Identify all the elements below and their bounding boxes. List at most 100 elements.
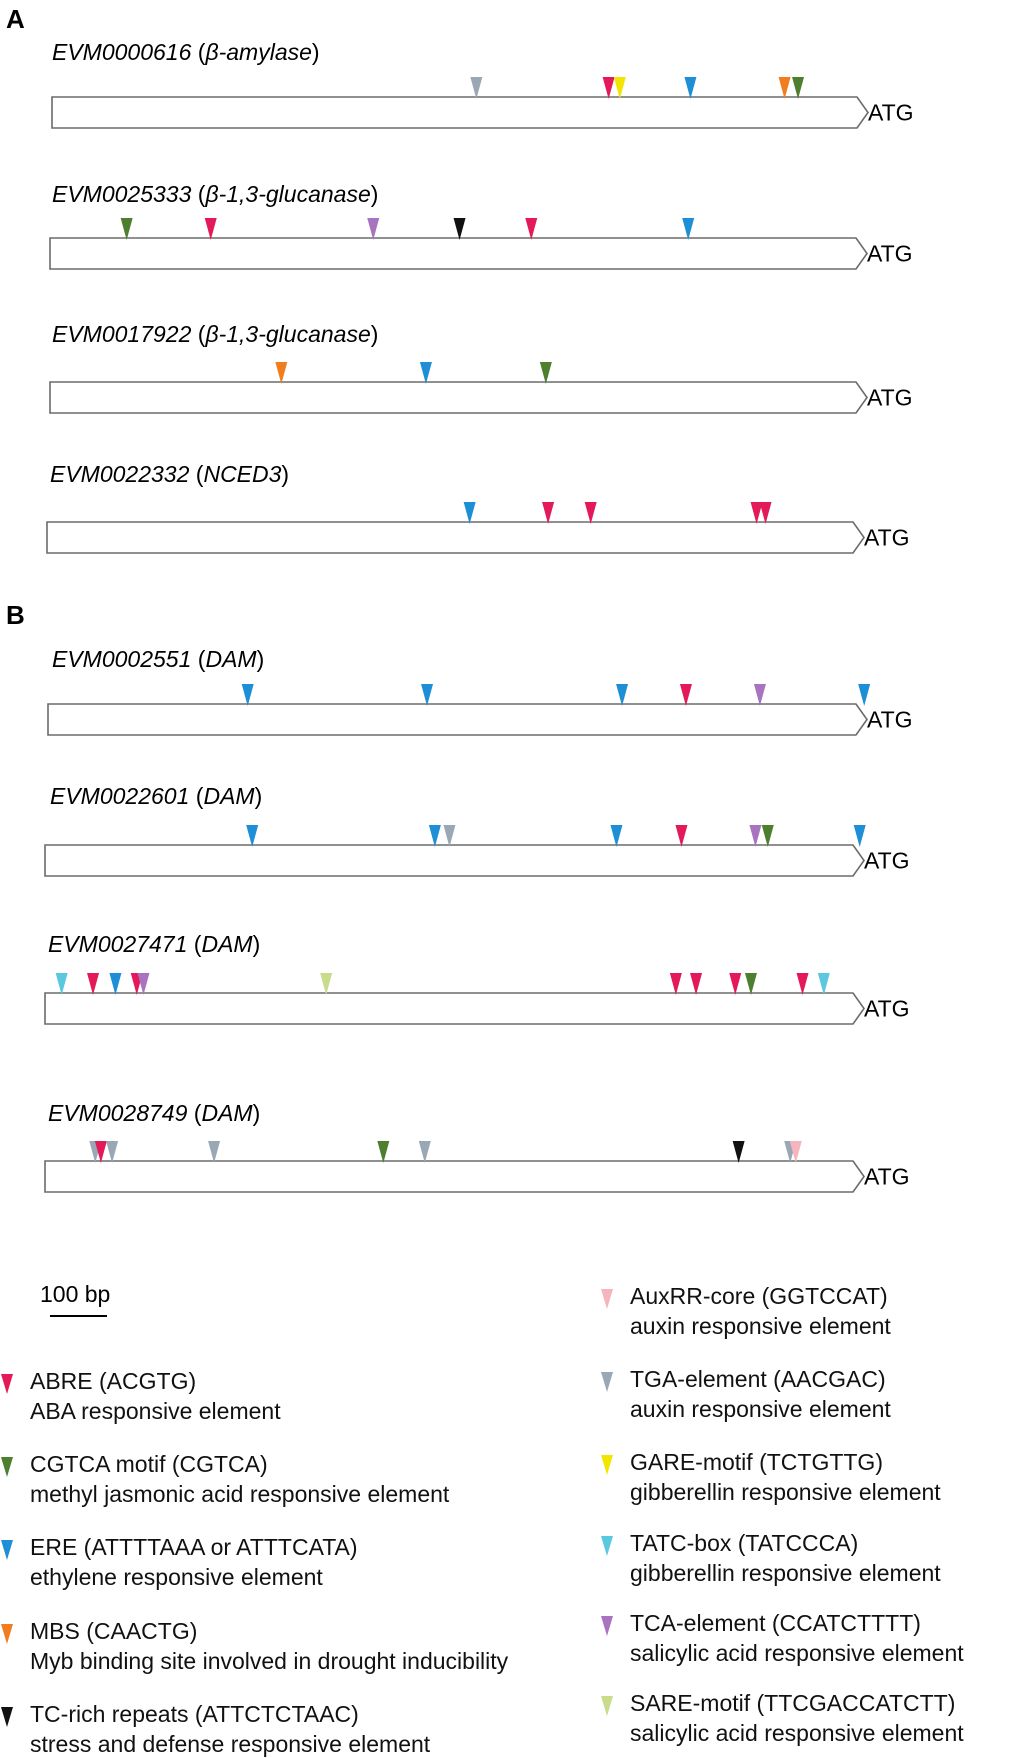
legend-element-name: SARE-motif (TTCGACCATCTT): [630, 1690, 956, 1716]
marker-cgtca: [377, 1141, 390, 1163]
legend-element-name: TATC-box (TATCCCA): [630, 1530, 859, 1556]
gene-track-EVM0002551: EVM0002551 (DAM) ATG: [47, 646, 913, 736]
marker-mbs: [778, 77, 791, 99]
marker-abre: [796, 973, 809, 995]
legend-marker-icon: [601, 1696, 613, 1716]
gene-title: EVM0017922 (β-1,3-glucanase): [52, 321, 378, 347]
gene-title: EVM0022332 (NCED3): [50, 461, 289, 487]
marker-ere: [682, 218, 695, 240]
atg-label: ATG: [867, 707, 913, 733]
gene-paren-close: ): [371, 181, 379, 207]
marker-ere: [684, 77, 697, 99]
gene-id: EVM0028749: [48, 1100, 188, 1126]
marker-ere: [858, 684, 871, 706]
scale-bar: 100 bp: [40, 1281, 110, 1317]
atg-label: ATG: [864, 1164, 910, 1190]
gene-title: EVM0028749 (DAM): [48, 1100, 260, 1126]
marker-abre: [204, 218, 217, 240]
legend-element-description: methyl jasmonic acid responsive element: [30, 1481, 450, 1507]
legend-marker-icon: [601, 1455, 613, 1475]
gene-title: EVM0000616 (β-amylase): [52, 39, 320, 65]
gene-paren-open: (: [191, 39, 205, 65]
marker-ere: [428, 825, 441, 847]
promoter-arrow: [51, 96, 869, 129]
legend-marker-icon: [1, 1624, 13, 1644]
marker-tatc: [817, 973, 830, 995]
panel-label-a: A: [6, 4, 25, 34]
marker-tc: [453, 218, 466, 240]
marker-ere: [610, 825, 623, 847]
promoter-arrow: [47, 703, 868, 736]
marker-abre: [690, 973, 703, 995]
gene-paren-open: (: [191, 181, 205, 207]
marker-tga: [106, 1141, 119, 1163]
legend-marker-icon: [1, 1707, 13, 1727]
marker-abre: [94, 1141, 107, 1163]
promoter-arrow: [44, 844, 865, 877]
marker-abre: [759, 502, 772, 524]
gene-paren-close: ): [312, 39, 320, 65]
gene-title: EVM0022601 (DAM): [50, 783, 262, 809]
gene-paren-close: ): [281, 461, 289, 487]
gene-paren-open: (: [187, 1100, 201, 1126]
marker-tc: [732, 1141, 745, 1163]
legend-element-name: MBS (CAACTG): [30, 1618, 198, 1644]
marker-gare: [613, 77, 626, 99]
marker-mbs: [275, 362, 288, 384]
promoter-arrow: [44, 1160, 865, 1193]
gene-paren-open: (: [191, 646, 205, 672]
gene-paren-open: (: [187, 931, 201, 957]
legend-element-name: AuxRR-core (GGTCCAT): [630, 1283, 888, 1309]
marker-abre: [750, 502, 763, 524]
marker-sare: [320, 973, 333, 995]
gene-paren-close: ): [255, 783, 263, 809]
marker-ere: [853, 825, 866, 847]
gene-title: EVM0002551 (DAM): [52, 646, 264, 672]
gene-track-EVM0022601: EVM0022601 (DAM) ATG: [44, 783, 910, 877]
marker-tga: [443, 825, 456, 847]
legend-element-name: ABRE (ACGTG): [30, 1368, 197, 1394]
promoter-arrow: [44, 992, 865, 1025]
marker-tca: [367, 218, 380, 240]
marker-cgtca: [120, 218, 133, 240]
atg-label: ATG: [867, 241, 913, 267]
legend-element-description: salicylic acid responsive element: [630, 1720, 964, 1746]
gene-id: EVM0002551: [52, 646, 191, 672]
marker-abre: [669, 973, 682, 995]
legend-marker-icon: [601, 1536, 613, 1556]
marker-cgtca: [539, 362, 552, 384]
gene-paren-close: ): [253, 931, 261, 957]
gene-description: DAM: [201, 931, 253, 957]
marker-tga: [470, 77, 483, 99]
marker-ere: [463, 502, 476, 524]
legend-element-name: ERE (ATTTTAAA or ATTTCATA): [30, 1534, 358, 1560]
legend-element-description: auxin responsive element: [630, 1396, 891, 1422]
gene-description: NCED3: [203, 461, 281, 487]
marker-cgtca: [761, 825, 774, 847]
marker-ere: [421, 684, 434, 706]
legend-element-description: Myb binding site involved in drought ind…: [30, 1648, 509, 1674]
marker-tga: [208, 1141, 221, 1163]
legend-element-description: gibberellin responsive element: [630, 1560, 941, 1586]
legend-element-name: TC-rich repeats (ATTCTCTAAC): [30, 1701, 359, 1727]
promoter-arrow: [49, 381, 868, 414]
legend-element-name: CGTCA motif (CGTCA): [30, 1451, 268, 1477]
legend-element-description: ABA responsive element: [30, 1398, 281, 1424]
gene-id: EVM0022601: [50, 783, 189, 809]
gene-description: DAM: [203, 783, 255, 809]
atg-label: ATG: [864, 996, 910, 1022]
marker-tca: [753, 684, 766, 706]
marker-ere: [419, 362, 432, 384]
gene-paren-close: ): [257, 646, 265, 672]
gene-track-EVM0027471: EVM0027471 (DAM) ATG: [44, 931, 910, 1025]
gene-id: EVM0017922: [52, 321, 192, 347]
marker-ere: [241, 684, 254, 706]
gene-description: DAM: [201, 1100, 253, 1126]
marker-abre: [675, 825, 688, 847]
gene-paren-close: ): [371, 321, 379, 347]
gene-id: EVM0027471: [48, 931, 187, 957]
atg-label: ATG: [864, 525, 910, 551]
marker-tca: [749, 825, 762, 847]
gene-description: DAM: [205, 646, 257, 672]
